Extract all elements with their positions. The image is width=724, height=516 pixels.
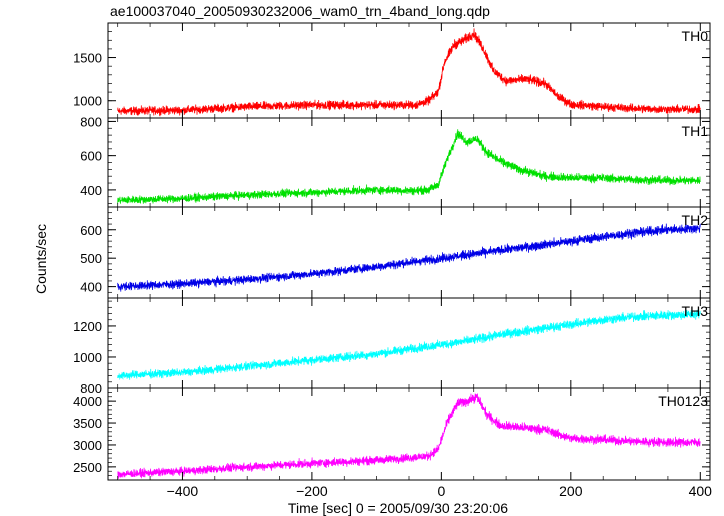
y-axis-label: Counts/sec <box>33 224 49 294</box>
y-tick-label: 2500 <box>73 460 102 475</box>
y-tick-label: 3000 <box>73 438 102 453</box>
y-tick-label: 500 <box>80 251 102 266</box>
x-tick-label: 0 <box>437 483 445 499</box>
panel-th3: 800 1000 1200 TH3 <box>73 297 711 396</box>
panel-label-th0: TH0 <box>682 28 709 44</box>
x-axis-label: Time [sec] 0 = 2005/09/30 23:20:06 <box>288 500 508 516</box>
y-tick-label: 400 <box>80 183 102 198</box>
y-tick-label: 1200 <box>73 319 102 334</box>
y-tick-label: 800 <box>80 114 102 129</box>
x-tick-label: −200 <box>296 483 328 499</box>
panel-frame <box>107 387 711 481</box>
series-line-th2 <box>117 223 701 292</box>
panel-th0: 1000 1500 TH0 <box>73 22 711 119</box>
series-line-th3 <box>117 309 701 381</box>
panel-label-th3: TH3 <box>682 303 709 319</box>
series-line-th1 <box>117 129 701 205</box>
panel-th1: 400 600 800 TH1 <box>80 114 711 208</box>
y-tick-label: 400 <box>80 280 102 295</box>
y-tick-label: 600 <box>80 223 102 238</box>
x-tick-label: 200 <box>559 483 583 499</box>
y-tick-label: 1000 <box>73 350 102 365</box>
series-line-th0123 <box>117 393 701 479</box>
y-tick-label: 1500 <box>73 51 102 66</box>
y-tick-label: 1000 <box>73 94 102 109</box>
series-line-th0 <box>117 28 701 117</box>
panel-label-th0123: TH0123 <box>658 393 708 409</box>
y-tick-label: 600 <box>80 149 102 164</box>
x-tick-label: 400 <box>689 483 713 499</box>
x-tick-label: −400 <box>167 483 199 499</box>
y-tick-label: 800 <box>80 381 102 396</box>
chart-title: ae100037040_20050930232006_wam0_trn_4ban… <box>110 3 490 19</box>
panel-th2: 400 500 600 TH2 <box>80 206 711 299</box>
panel-th0123: 2500 3000 3500 4000 TH0123 <box>73 387 711 481</box>
y-tick-label: 4000 <box>73 394 102 409</box>
panel-label-th1: TH1 <box>682 123 709 139</box>
panel-label-th2: TH2 <box>682 212 709 228</box>
y-tick-label: 3500 <box>73 416 102 431</box>
panel-frame <box>107 297 711 389</box>
